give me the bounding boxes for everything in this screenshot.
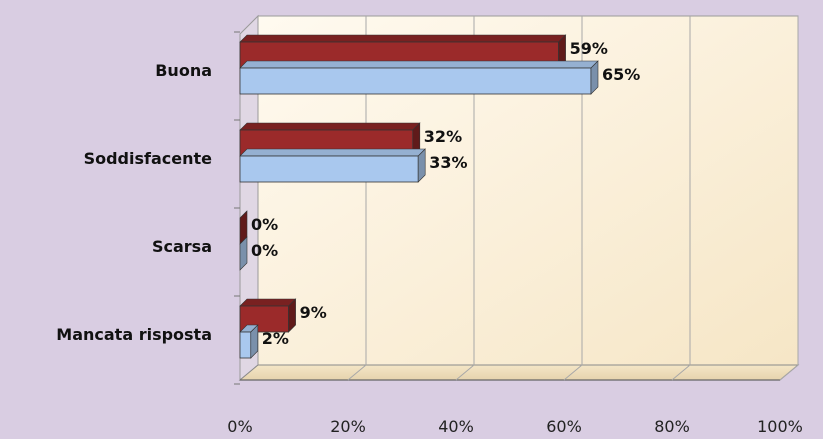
- data-label: 33%: [429, 153, 467, 172]
- x-tick-label: 40%: [438, 417, 474, 436]
- bar-end: [239, 236, 248, 271]
- x-tick-label: 0%: [227, 417, 252, 436]
- bar-top: [239, 60, 599, 69]
- bar: [239, 155, 419, 183]
- x-tick-label: 80%: [654, 417, 690, 436]
- data-label: 0%: [251, 215, 278, 234]
- floor: [238, 364, 800, 381]
- gridline-floor: [779, 364, 799, 381]
- category-label: Mancata risposta: [56, 325, 212, 344]
- gridline-floor: [563, 364, 583, 381]
- data-label: 65%: [602, 65, 640, 84]
- x-tick-label: 60%: [546, 417, 582, 436]
- data-label: 2%: [262, 329, 289, 348]
- data-label: 59%: [570, 39, 608, 58]
- bar-top: [239, 298, 297, 307]
- bar-end: [417, 148, 426, 183]
- bar-top: [239, 34, 567, 43]
- gridline-floor: [671, 364, 691, 381]
- bar: [239, 67, 592, 95]
- data-label: 32%: [424, 127, 462, 146]
- data-label: 9%: [300, 303, 327, 322]
- bar-end: [250, 324, 259, 359]
- bar-top: [239, 148, 426, 157]
- category-label: Scarsa: [152, 237, 212, 256]
- data-label: 0%: [251, 241, 278, 260]
- category-label: Buona: [155, 61, 212, 80]
- bar: [239, 331, 252, 359]
- gridline-floor: [455, 364, 475, 381]
- gridline-floor: [347, 364, 367, 381]
- bar-end: [590, 60, 599, 95]
- bar-top: [239, 122, 421, 131]
- x-tick-label: 100%: [757, 417, 803, 436]
- x-tick-label: 20%: [330, 417, 366, 436]
- bar-end: [288, 298, 296, 333]
- category-label: Soddisfacente: [84, 149, 213, 168]
